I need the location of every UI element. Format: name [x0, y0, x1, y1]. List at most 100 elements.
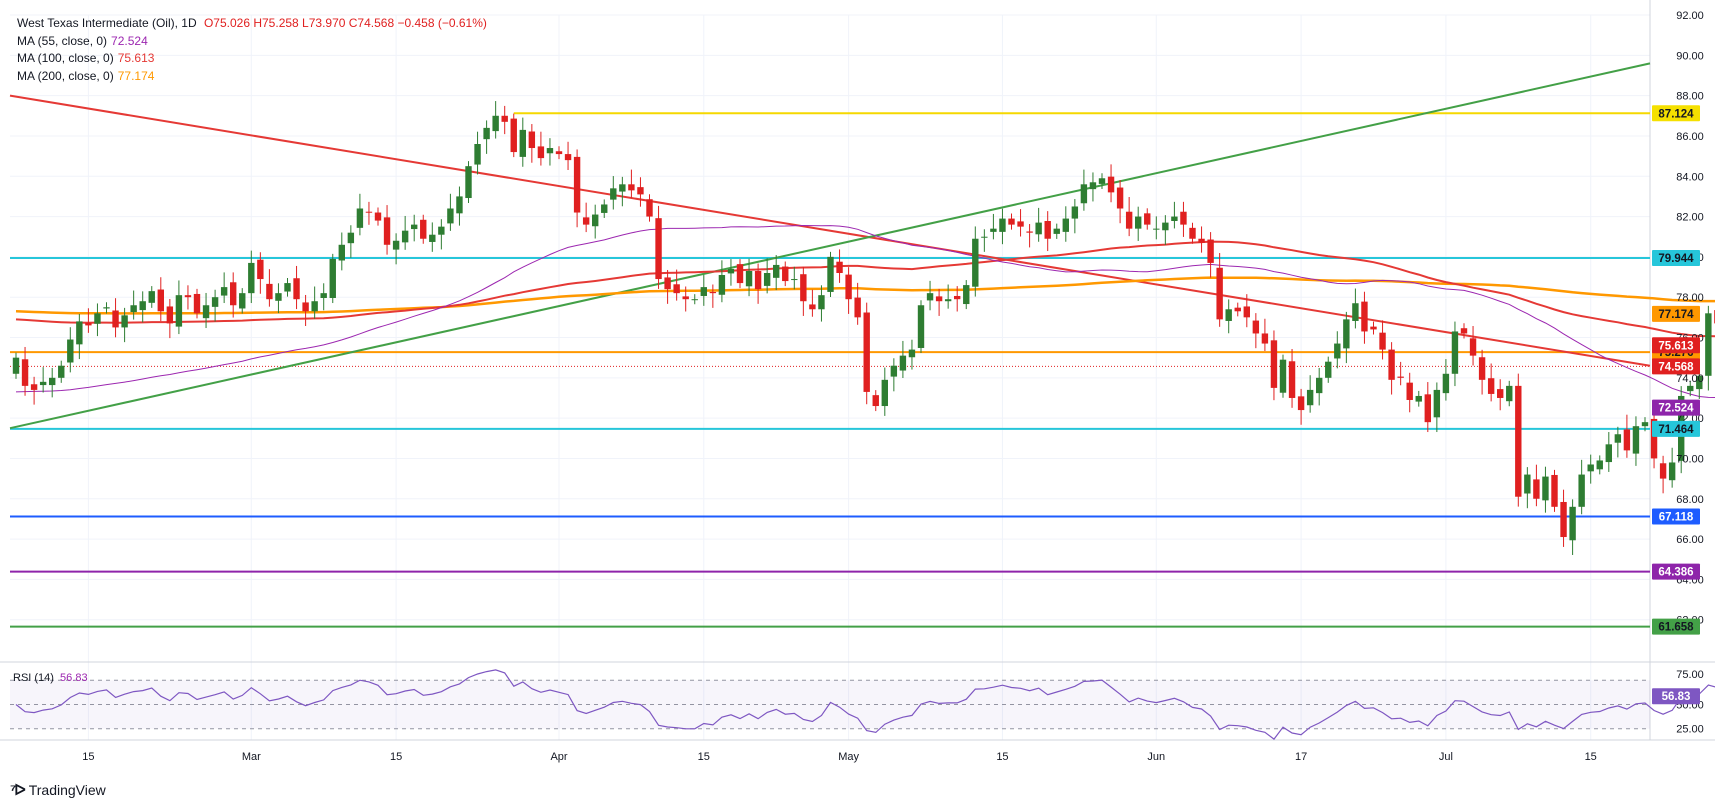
- legend-ma200[interactable]: MA (200, close, 0) 77.174: [17, 68, 487, 86]
- candle: [863, 302, 870, 405]
- candle-body: [763, 273, 771, 286]
- candle: [1487, 363, 1495, 402]
- ma55-label: MA (55, close, 0): [17, 33, 108, 48]
- rsi-legend[interactable]: RSI (14) 56.83: [13, 672, 88, 684]
- candle: [12, 352, 20, 379]
- candle: [881, 367, 888, 416]
- rsi-value: 56.83: [60, 672, 88, 684]
- ascending-green-trendline: [9, 62, 1651, 430]
- candle-body: [1297, 396, 1305, 411]
- candle-body: [863, 312, 870, 392]
- candle-body: [12, 357, 20, 374]
- candle: [248, 250, 255, 304]
- candle: [700, 274, 707, 306]
- candle-body: [401, 230, 409, 243]
- candle-body: [230, 282, 237, 306]
- candle-body: [148, 291, 155, 303]
- price-axis-label: 88.00: [1676, 91, 1704, 103]
- candle: [139, 291, 146, 323]
- time-axis[interactable]: 15Mar15Apr15May15Jun17Jul15Aug15Sep16Oct…: [82, 751, 1715, 763]
- candle-body: [58, 365, 65, 378]
- candle: [1053, 223, 1060, 239]
- price-axis-label: 66.00: [1676, 534, 1704, 546]
- time-axis-label: Jul: [1439, 751, 1453, 763]
- candle-body: [628, 184, 635, 191]
- rsi-axis-label: 75.00: [1676, 669, 1704, 681]
- rsi-pane: [15, 669, 1715, 740]
- price-tag: [1652, 250, 1700, 267]
- candle: [356, 193, 364, 236]
- candle: [474, 131, 481, 175]
- candle-body: [474, 144, 481, 165]
- candle: [1216, 253, 1223, 327]
- candle-body: [809, 304, 816, 310]
- candle: [1279, 354, 1287, 398]
- price-tag: [1652, 563, 1700, 580]
- candle-body: [564, 154, 572, 161]
- candle-body: [1469, 338, 1477, 356]
- candle-body: [800, 274, 807, 302]
- candle: [555, 146, 563, 160]
- candle: [763, 258, 771, 294]
- candle: [1497, 379, 1504, 411]
- candle: [1533, 464, 1540, 507]
- candle: [85, 308, 92, 333]
- candle: [1578, 459, 1585, 515]
- rsi-tag: [1652, 688, 1700, 705]
- candle-body: [1035, 222, 1042, 235]
- candle: [745, 258, 753, 297]
- tradingview-logo[interactable]: ⁷ᐅ TradingView: [10, 781, 106, 799]
- candle-body: [1207, 239, 1214, 263]
- candle-body: [1524, 474, 1531, 494]
- candle: [202, 292, 210, 329]
- candle: [1008, 213, 1015, 230]
- candle-body: [1587, 464, 1594, 472]
- candle-body: [1451, 331, 1459, 374]
- price-tag-label: 77.174: [1658, 309, 1694, 321]
- candle-body: [745, 270, 753, 287]
- candle-body: [845, 274, 852, 300]
- price-axis-label: 70.00: [1676, 453, 1704, 465]
- time-axis-label: 15: [996, 751, 1008, 763]
- candle-body: [1478, 357, 1486, 380]
- candle: [1261, 318, 1269, 352]
- legend-ma100[interactable]: MA (100, close, 0) 75.613: [17, 50, 487, 68]
- candle: [782, 261, 789, 287]
- candle: [990, 213, 997, 240]
- candle-body: [1487, 378, 1495, 394]
- candle-body: [320, 293, 327, 298]
- candle: [709, 284, 717, 308]
- candle: [664, 269, 671, 304]
- candle-body: [1071, 206, 1079, 219]
- candle-body: [211, 297, 219, 307]
- candle-body: [1668, 462, 1676, 481]
- candle-body: [1696, 375, 1703, 390]
- candle: [655, 205, 662, 289]
- candle-body: [202, 305, 210, 319]
- candle-body: [365, 211, 373, 213]
- candle-body: [1252, 320, 1260, 334]
- candle-body: [438, 226, 445, 235]
- candle-body: [492, 115, 499, 132]
- candle-body: [718, 275, 726, 295]
- candle: [1343, 311, 1350, 364]
- candle-body: [836, 261, 843, 273]
- candle-body: [1325, 361, 1332, 378]
- candle: [392, 233, 400, 265]
- candle-body: [926, 293, 934, 301]
- candle: [1659, 455, 1667, 494]
- price-axis-label: 82.00: [1676, 212, 1704, 224]
- symbol-title[interactable]: West Texas Intermediate (Oil), 1D: [17, 16, 197, 30]
- ma55-line: [15, 224, 1715, 398]
- descending-red-trendline: [9, 94, 1651, 367]
- time-axis-label: 15: [82, 751, 94, 763]
- candle-body: [1415, 395, 1422, 402]
- candle-body: [1316, 377, 1323, 394]
- candle: [754, 263, 762, 304]
- candle-body: [1596, 460, 1603, 470]
- candle: [383, 205, 391, 255]
- candle-body: [818, 295, 825, 310]
- candle: [1469, 326, 1477, 366]
- legend-ma55[interactable]: MA (55, close, 0) 72.524: [17, 33, 487, 51]
